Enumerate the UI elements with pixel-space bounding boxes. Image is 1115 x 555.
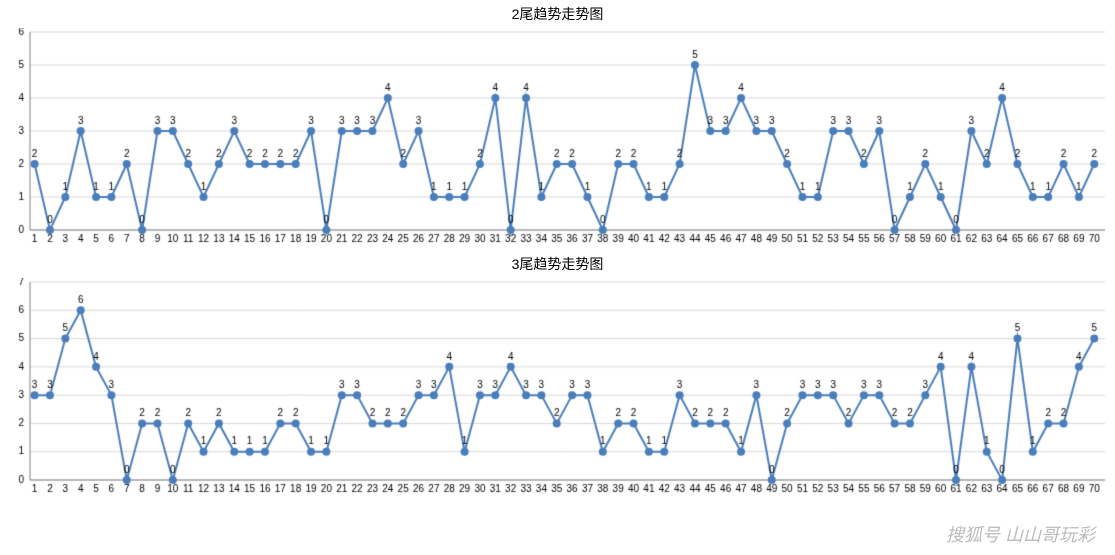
chart-container-0: 2尾趋势走势图 [0,0,1115,250]
chart-container-1: 3尾趋势走势图 [0,250,1115,500]
watermark-text: 搜狐号 山山哥玩彩 [946,521,1095,547]
chart-title: 3尾趋势走势图 [0,250,1115,278]
chart-canvas [0,278,1115,500]
chart-title: 2尾趋势走势图 [0,0,1115,28]
chart-canvas [0,28,1115,250]
